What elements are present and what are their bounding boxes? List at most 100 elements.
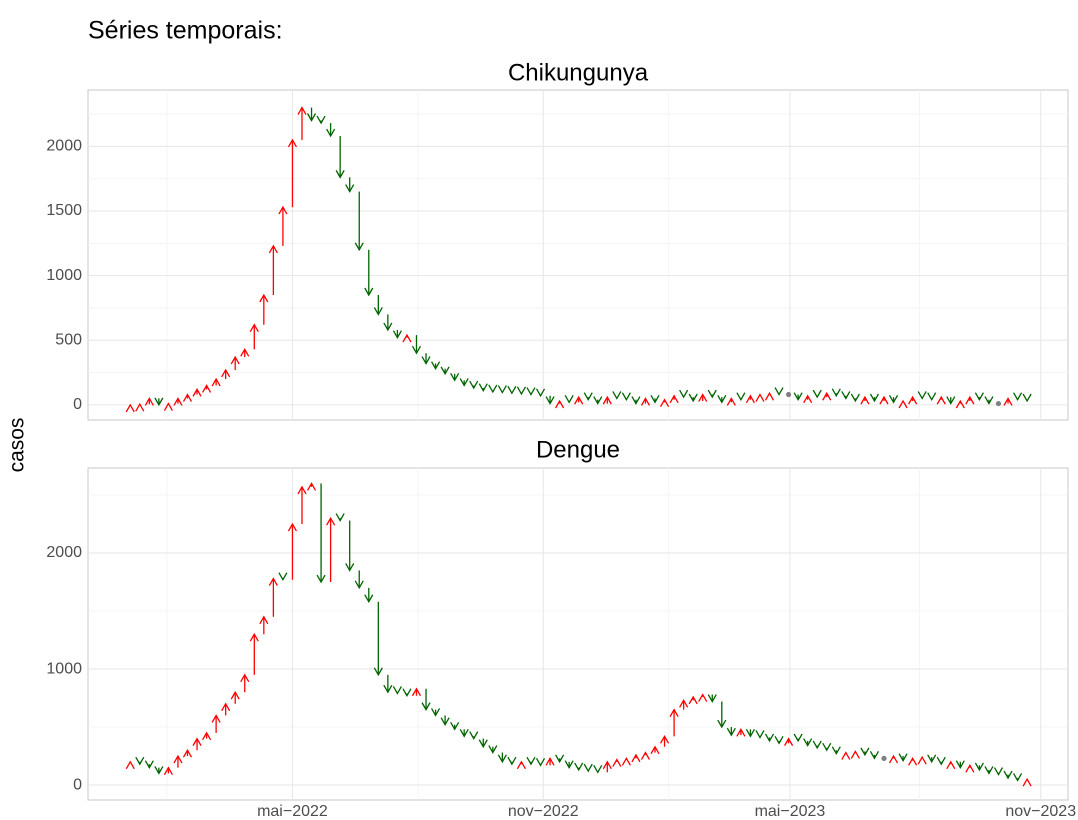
change-arrow bbox=[736, 392, 746, 402]
arrow-part bbox=[679, 699, 689, 708]
change-arrow bbox=[917, 391, 927, 400]
arrow-part bbox=[135, 756, 145, 766]
change-arrow bbox=[144, 760, 154, 769]
change-arrow bbox=[784, 737, 794, 746]
arrow-part bbox=[450, 372, 460, 382]
arrow-part bbox=[478, 739, 488, 749]
arrow-part bbox=[659, 735, 670, 744]
arrow-part bbox=[555, 399, 565, 409]
change-arrow bbox=[373, 601, 383, 677]
arrow-part bbox=[421, 702, 431, 711]
arrow-part bbox=[888, 394, 899, 404]
arrow-part bbox=[612, 391, 622, 400]
arrow-part bbox=[411, 687, 422, 697]
change-arrow bbox=[621, 392, 631, 402]
change-arrow bbox=[955, 760, 965, 769]
arrow-part bbox=[736, 392, 746, 402]
arrow-part bbox=[297, 106, 307, 115]
arrow-part bbox=[249, 632, 259, 642]
arrow-part bbox=[764, 733, 775, 743]
change-arrow bbox=[364, 587, 374, 604]
arrow-part bbox=[411, 345, 422, 355]
change-arrow bbox=[993, 767, 1004, 776]
arrow-part bbox=[936, 395, 946, 405]
change-arrow bbox=[1022, 393, 1032, 403]
change-arrow bbox=[306, 107, 317, 122]
change-arrow bbox=[1013, 392, 1023, 402]
change-arrow bbox=[764, 391, 775, 401]
arrow-part bbox=[163, 766, 173, 775]
y-tick-label: 2000 bbox=[46, 544, 82, 561]
change-arrow bbox=[192, 388, 202, 397]
change-arrow bbox=[574, 395, 584, 405]
change-arrow bbox=[469, 731, 479, 740]
arrow-part bbox=[1003, 397, 1013, 406]
arrow-part bbox=[583, 763, 593, 773]
change-arrow bbox=[125, 760, 135, 770]
change-arrow bbox=[755, 393, 765, 402]
change-arrow bbox=[354, 570, 364, 590]
arrow-part bbox=[440, 717, 450, 727]
change-arrow bbox=[1003, 770, 1013, 780]
change-arrow bbox=[612, 758, 622, 767]
change-arrow bbox=[535, 388, 546, 398]
arrow-part bbox=[354, 580, 364, 590]
change-arrow bbox=[793, 733, 803, 743]
arrow-part bbox=[669, 708, 679, 717]
arrow-part bbox=[516, 386, 526, 396]
arrow-part bbox=[173, 397, 183, 406]
arrow-part bbox=[545, 396, 555, 405]
change-arrow bbox=[392, 329, 402, 339]
change-arrow bbox=[469, 380, 479, 390]
arrow-part bbox=[326, 128, 336, 138]
arrow-part bbox=[535, 757, 546, 767]
arrow-part bbox=[278, 572, 288, 582]
arrow-part bbox=[736, 728, 746, 737]
change-arrow bbox=[888, 394, 899, 404]
arrow-part bbox=[785, 391, 792, 398]
arrow-part bbox=[478, 383, 488, 392]
arrow-part bbox=[488, 384, 498, 394]
arrow-part bbox=[955, 760, 965, 769]
change-arrow bbox=[946, 396, 956, 405]
arrow-part bbox=[898, 753, 908, 762]
arrow-part bbox=[640, 397, 651, 406]
arrow-part bbox=[974, 392, 984, 402]
arrow-part bbox=[860, 395, 870, 405]
arrow-part bbox=[354, 242, 364, 252]
arrow-part bbox=[135, 402, 145, 412]
arrow-part bbox=[860, 747, 870, 757]
change-arrow bbox=[717, 701, 727, 729]
change-arrow bbox=[335, 513, 345, 522]
change-arrow bbox=[679, 699, 689, 710]
arrow-part bbox=[659, 398, 670, 408]
change-arrow bbox=[230, 690, 240, 704]
change-arrow bbox=[659, 398, 670, 408]
change-arrow bbox=[182, 748, 193, 758]
change-arrow bbox=[679, 389, 689, 399]
arrow-part bbox=[698, 693, 708, 702]
change-arrow bbox=[869, 393, 880, 403]
change-arrow bbox=[249, 632, 259, 675]
change-arrow bbox=[974, 392, 984, 402]
arrow-part bbox=[841, 391, 851, 400]
change-arrow bbox=[564, 394, 574, 404]
change-arrow bbox=[593, 764, 603, 774]
change-arrow bbox=[793, 392, 803, 402]
arrow-part bbox=[526, 756, 536, 766]
change-arrow bbox=[316, 483, 326, 584]
arrow-part bbox=[946, 760, 956, 770]
change-arrow bbox=[268, 577, 278, 617]
change-arrow bbox=[163, 402, 173, 411]
change-arrow bbox=[583, 392, 593, 402]
arrow-part bbox=[182, 748, 193, 758]
arrow-part bbox=[650, 745, 660, 755]
arrow-part bbox=[955, 399, 965, 409]
change-arrow bbox=[230, 355, 240, 370]
change-arrow bbox=[411, 335, 422, 355]
arrow-part bbox=[745, 394, 755, 404]
change-arrow bbox=[898, 399, 908, 409]
change-arrow bbox=[602, 395, 612, 405]
arrow-part bbox=[287, 138, 298, 148]
